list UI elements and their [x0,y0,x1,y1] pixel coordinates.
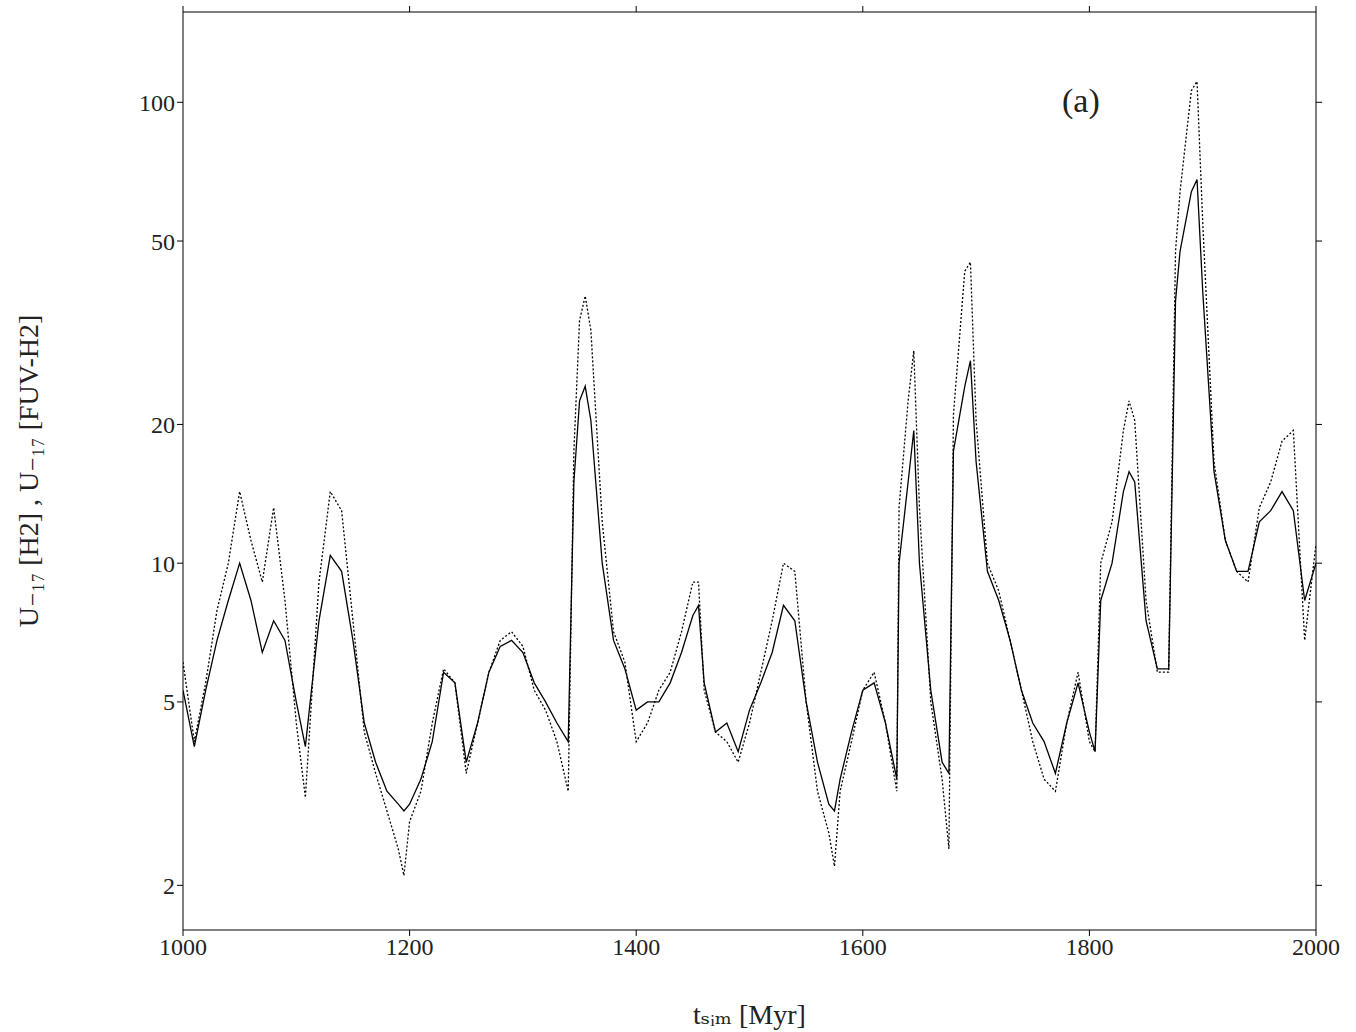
svg-text:1000: 1000 [159,934,207,960]
svg-text:10: 10 [151,551,175,577]
svg-text:50: 50 [151,229,175,255]
svg-text:2000: 2000 [1292,934,1340,960]
html-text:(a): (a) [1062,82,1100,119]
svg-text:100: 100 [139,90,175,116]
svg-text:U₋₁₇ [H2] , U₋₁₇ [FUV-H2]: U₋₁₇ [H2] , U₋₁₇ [FUV-H2] [13,315,44,628]
svg-text:tₛᵢₘ [Myr]: tₛᵢₘ [Myr] [693,999,806,1030]
svg-text:2: 2 [163,873,175,899]
svg-text:1400: 1400 [612,934,660,960]
svg-text:1200: 1200 [386,934,434,960]
svg-text:20: 20 [151,412,175,438]
svg-text:5: 5 [163,689,175,715]
svg-text:1800: 1800 [1065,934,1113,960]
svg-text:1600: 1600 [839,934,887,960]
